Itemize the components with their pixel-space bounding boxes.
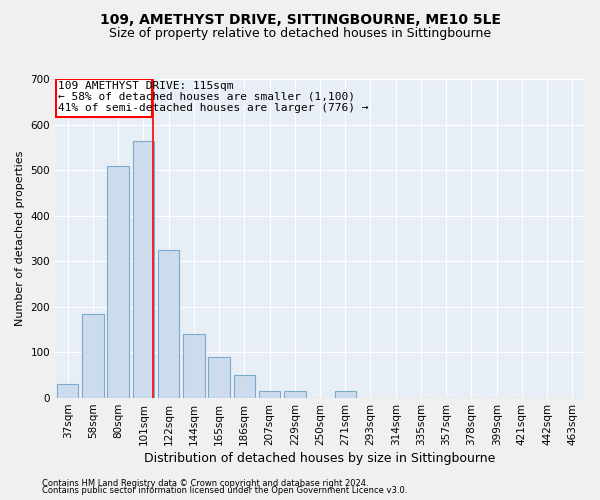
Bar	[233, 376, 255, 398]
FancyBboxPatch shape	[56, 79, 152, 117]
Bar	[335, 391, 356, 398]
Bar	[284, 391, 305, 398]
Bar	[183, 334, 205, 398]
X-axis label: Distribution of detached houses by size in Sittingbourne: Distribution of detached houses by size …	[145, 452, 496, 465]
Text: ← 58% of detached houses are smaller (1,100): ← 58% of detached houses are smaller (1,…	[58, 92, 355, 102]
Bar	[133, 140, 154, 398]
Bar	[82, 314, 104, 398]
Bar	[208, 357, 230, 398]
Text: 109, AMETHYST DRIVE, SITTINGBOURNE, ME10 5LE: 109, AMETHYST DRIVE, SITTINGBOURNE, ME10…	[100, 12, 500, 26]
Text: Size of property relative to detached houses in Sittingbourne: Size of property relative to detached ho…	[109, 28, 491, 40]
Y-axis label: Number of detached properties: Number of detached properties	[15, 151, 25, 326]
Text: 109 AMETHYST DRIVE: 115sqm: 109 AMETHYST DRIVE: 115sqm	[58, 82, 233, 92]
Text: 41% of semi-detached houses are larger (776) →: 41% of semi-detached houses are larger (…	[58, 102, 368, 113]
Bar	[57, 384, 79, 398]
Bar	[158, 250, 179, 398]
Text: Contains HM Land Registry data © Crown copyright and database right 2024.: Contains HM Land Registry data © Crown c…	[42, 478, 368, 488]
Text: Contains public sector information licensed under the Open Government Licence v3: Contains public sector information licen…	[42, 486, 407, 495]
Bar	[107, 166, 129, 398]
Bar	[259, 391, 280, 398]
